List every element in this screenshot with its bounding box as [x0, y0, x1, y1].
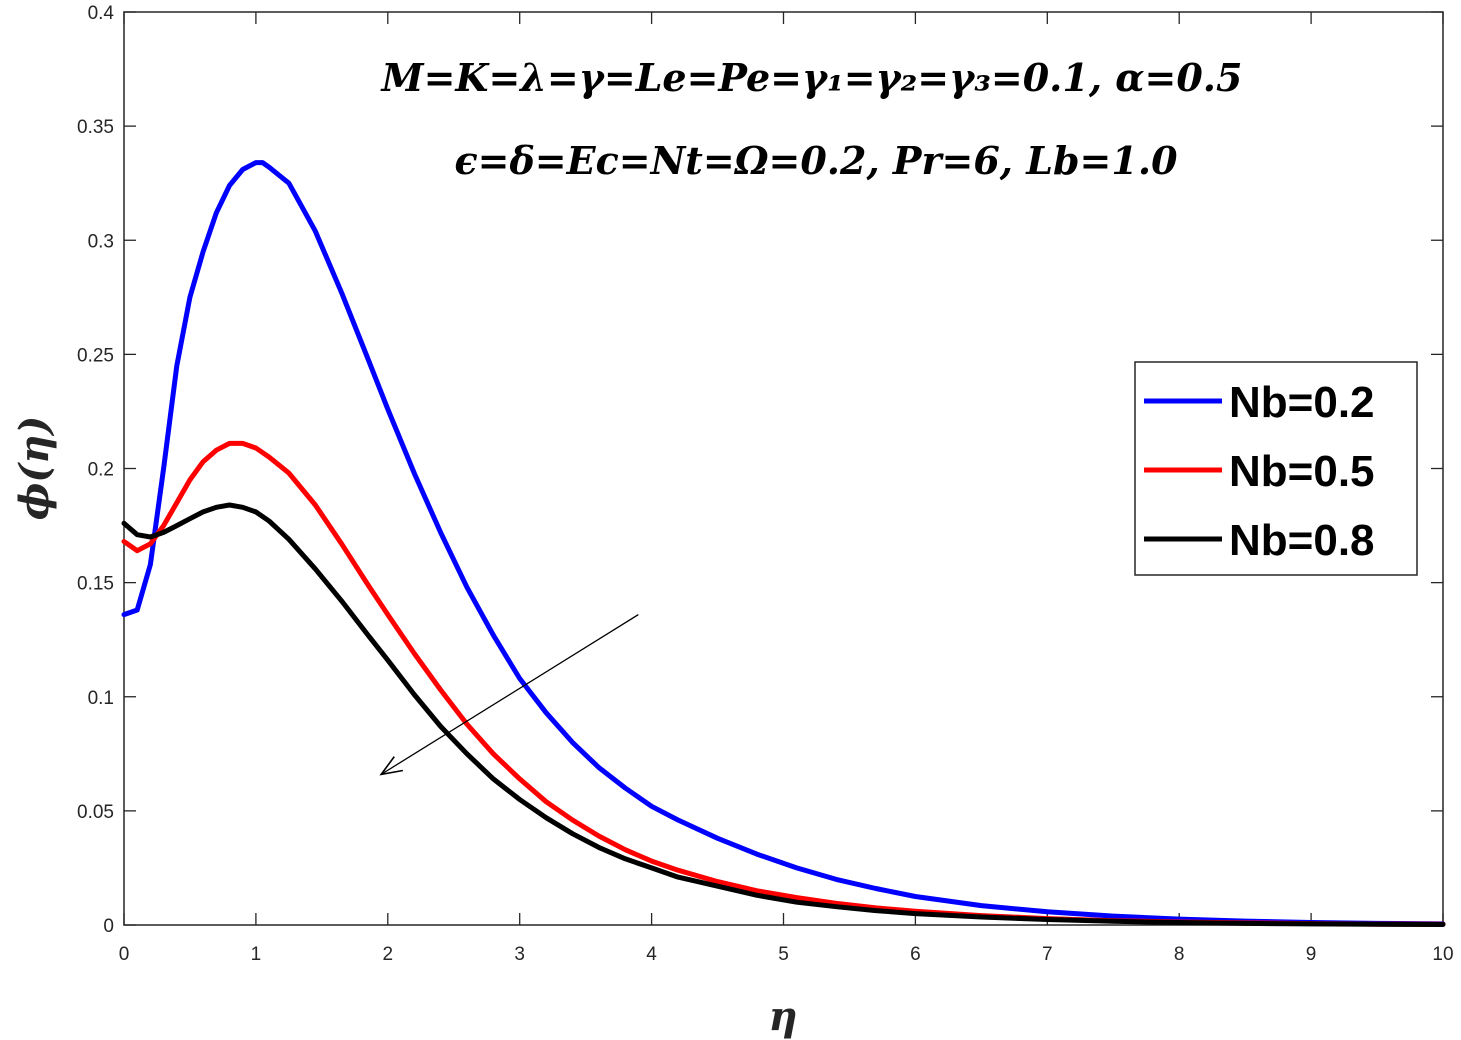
- series-line-1: [121, 160, 1446, 927]
- x-tick-label: 2: [383, 944, 394, 965]
- y-tick-label: 0.2: [88, 460, 114, 481]
- parameter-annotation-line-1: M=K=λ=γ=Le=Pe=γ₁=γ₂=γ₃=0.1, α=0.5: [380, 55, 1243, 100]
- x-tick-label: 0: [119, 944, 130, 965]
- legend: Nb=0.2 Nb=0.5 Nb=0.8: [1134, 361, 1418, 576]
- y-tick-label: 0.25: [77, 345, 114, 366]
- x-tick-label: 7: [1042, 944, 1053, 965]
- x-tick-label: 1: [251, 944, 262, 965]
- series-lines: [121, 160, 1446, 927]
- y-tick-label: 0.35: [77, 117, 114, 138]
- legend-label-1: Nb=0.2: [1229, 378, 1375, 427]
- legend-label-2: Nb=0.5: [1229, 447, 1375, 496]
- y-tick-label: 0.3: [88, 231, 114, 252]
- x-tick-label: 6: [910, 944, 921, 965]
- x-tick-label: 5: [778, 944, 789, 965]
- y-tick-label: 0.05: [77, 802, 114, 823]
- arrow-shaft: [380, 614, 639, 775]
- x-tick-label: 8: [1174, 944, 1185, 965]
- y-tick-label: 0.4: [88, 3, 115, 24]
- x-tick-label: 9: [1306, 944, 1317, 965]
- x-tick-label: 4: [646, 944, 657, 965]
- x-tick-label: 10: [1432, 944, 1453, 965]
- x-tick-label: 3: [514, 944, 525, 965]
- y-tick-label: 0.15: [77, 574, 114, 595]
- legend-label-3: Nb=0.8: [1229, 516, 1375, 565]
- x-axis-label: η: [768, 993, 797, 1040]
- parameter-annotation-line-2: ϵ=δ=Ec=Nt=Ω=0.2, Pr=6, Lb=1.0: [454, 138, 1178, 183]
- tick-labels: 0 1 2 3 4 5 6 7 8 9 10 0 0.05 0.1 0.15 0.2 0.25 0.3 0.35 0.…: [77, 3, 1454, 965]
- series-line-3: [121, 502, 1446, 927]
- arrow-head: [379, 756, 404, 776]
- y-tick-label: 0.1: [88, 688, 114, 709]
- trend-arrow: [379, 614, 639, 776]
- y-tick-label: 0: [103, 916, 114, 937]
- y-axis-label: ϕ(η): [11, 416, 58, 521]
